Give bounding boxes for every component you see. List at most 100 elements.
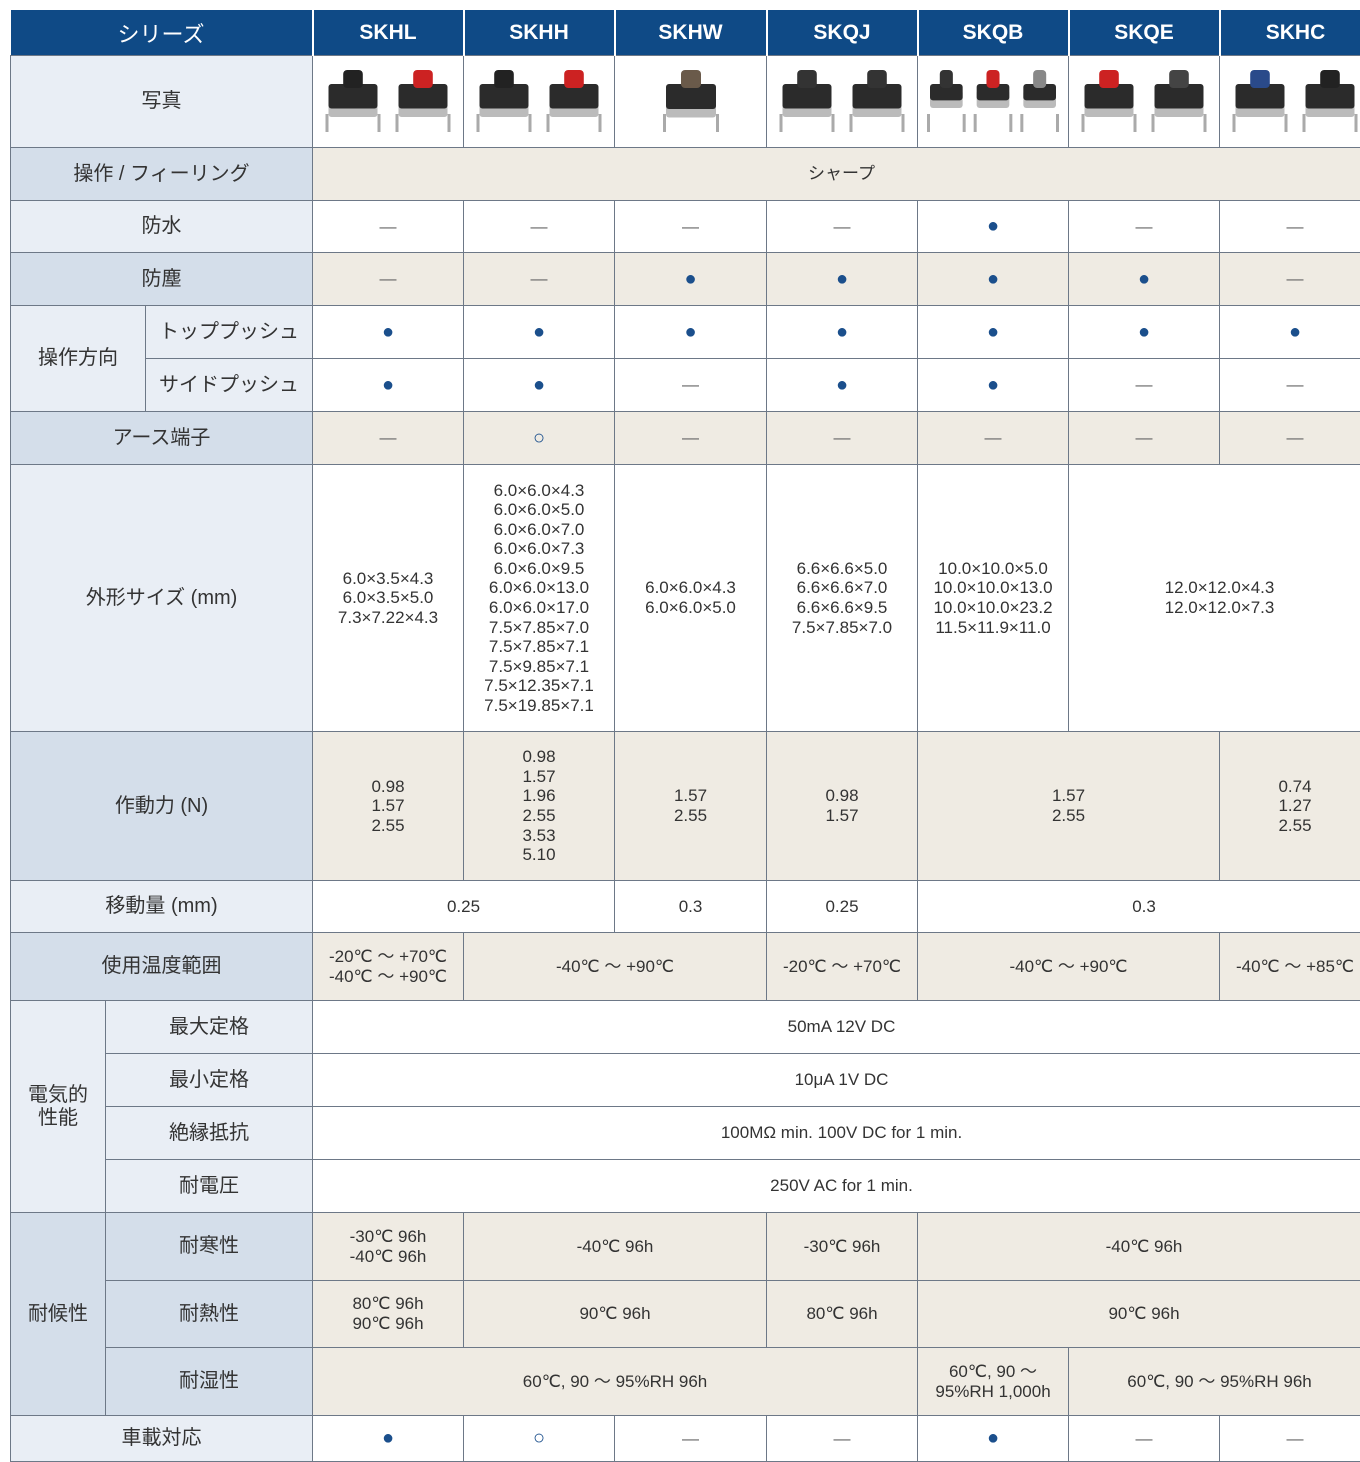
value-cell: — (1069, 359, 1220, 412)
value-cell: 90℃ 96h (464, 1281, 767, 1348)
value-cell: -40℃ ～ +85℃ (1220, 933, 1360, 1001)
value-cell: 6.0×3.5×4.3 6.0×3.5×5.0 7.3×7.22×4.3 (313, 465, 464, 732)
value-cell: ● (918, 201, 1069, 253)
photo (318, 62, 458, 142)
table-row: 操作方向トッププッシュ●●●●●●● (11, 306, 1360, 359)
value-cell: 6.0×6.0×4.3 6.0×6.0×5.0 (615, 465, 767, 732)
row-label: 耐電圧 (106, 1160, 313, 1213)
table-row: 防塵——●●●●— (11, 253, 1360, 306)
value-cell: ● (615, 253, 767, 306)
row-label: 移動量 (mm) (11, 881, 313, 933)
photo-cell (918, 56, 1069, 148)
photo (621, 62, 761, 142)
row-label: 防塵 (11, 253, 313, 306)
photo (469, 62, 609, 142)
photo-cell (615, 56, 767, 148)
value-cell: ● (615, 306, 767, 359)
row-label: 外形サイズ (mm) (11, 465, 313, 732)
value-cell: -20℃ ～ +70℃ -40℃ ～ +90℃ (313, 933, 464, 1001)
value-cell: — (1069, 1416, 1220, 1462)
row-label: 使用温度範囲 (11, 933, 313, 1001)
value-cell: — (464, 201, 615, 253)
row-label: 写真 (11, 56, 313, 148)
value-cell: ● (313, 1416, 464, 1462)
table-row: 操作 / フィーリングシャープ (11, 148, 1360, 201)
value-cell: ● (464, 359, 615, 412)
photo (772, 62, 912, 142)
row-label: 最大定格 (106, 1001, 313, 1054)
value-cell: ● (1069, 306, 1220, 359)
table-row: 使用温度範囲-20℃ ～ +70℃ -40℃ ～ +90℃-40℃ ～ +90℃… (11, 933, 1360, 1001)
photo-cell (464, 56, 615, 148)
value-cell: — (1220, 1416, 1360, 1462)
value-cell: 50mA 12V DC (313, 1001, 1360, 1054)
value-cell: — (1220, 201, 1360, 253)
row-label: 操作 / フィーリング (11, 148, 313, 201)
row-label: 耐湿性 (106, 1348, 313, 1416)
value-cell: ● (767, 306, 918, 359)
value-cell: 6.6×6.6×5.0 6.6×6.6×7.0 6.6×6.6×9.5 7.5×… (767, 465, 918, 732)
series-name: SKHW (615, 10, 767, 56)
photo (923, 62, 1063, 142)
photo (1074, 62, 1214, 142)
value-cell: ○ (464, 1416, 615, 1462)
table-row: 外形サイズ (mm)6.0×3.5×4.3 6.0×3.5×5.0 7.3×7.… (11, 465, 1360, 732)
value-cell: — (615, 359, 767, 412)
value-cell: — (1220, 412, 1360, 465)
series-name: SKQJ (767, 10, 918, 56)
value-cell: — (313, 201, 464, 253)
value-cell: — (767, 201, 918, 253)
row-label: 車載対応 (11, 1416, 313, 1462)
value-cell: — (767, 412, 918, 465)
value-cell: 10μA 1V DC (313, 1054, 1360, 1107)
value-cell: ● (313, 359, 464, 412)
row-label: サイドプッシュ (146, 359, 313, 412)
value-cell: 0.25 (313, 881, 615, 933)
table-row: 防水————●—— (11, 201, 1360, 253)
value-cell: 1.57 2.55 (615, 732, 767, 881)
value-cell: — (313, 253, 464, 306)
value-cell: -30℃ 96h (767, 1213, 918, 1281)
value-cell: ● (1069, 253, 1220, 306)
series-name: SKHC (1220, 10, 1360, 56)
value-cell: — (464, 253, 615, 306)
value-cell: ● (1220, 306, 1360, 359)
value-cell: 1.57 2.55 (918, 732, 1220, 881)
row-label: 作動力 (N) (11, 732, 313, 881)
value-cell: 12.0×12.0×4.3 12.0×12.0×7.3 (1069, 465, 1360, 732)
row-label: トッププッシュ (146, 306, 313, 359)
value-cell: — (615, 201, 767, 253)
value-cell: ● (918, 359, 1069, 412)
row-label: 最小定格 (106, 1054, 313, 1107)
value-cell: 10.0×10.0×5.0 10.0×10.0×13.0 10.0×10.0×2… (918, 465, 1069, 732)
header-label: シリーズ (11, 10, 313, 56)
value-cell: -40℃ 96h (464, 1213, 767, 1281)
row-label: 耐寒性 (106, 1213, 313, 1281)
value-cell: ● (918, 1416, 1069, 1462)
series-name: SKQB (918, 10, 1069, 56)
value-cell: -40℃ ～ +90℃ (464, 933, 767, 1001)
value-cell: 0.98 1.57 1.96 2.55 3.53 5.10 (464, 732, 615, 881)
row-label: 防水 (11, 201, 313, 253)
value-cell: — (1220, 253, 1360, 306)
value-cell: 0.74 1.27 2.55 (1220, 732, 1360, 881)
value-cell: 0.25 (767, 881, 918, 933)
value-cell: 100MΩ min. 100V DC for 1 min. (313, 1107, 1360, 1160)
value-cell: ● (767, 359, 918, 412)
value-cell: ● (918, 253, 1069, 306)
value-cell: ● (313, 306, 464, 359)
table-row: 耐候性耐寒性-30℃ 96h -40℃ 96h-40℃ 96h-30℃ 96h-… (11, 1213, 1360, 1281)
series-name: SKHL (313, 10, 464, 56)
value-cell: 60℃, 90 ～ 95%RH 96h (313, 1348, 918, 1416)
value-cell: 0.98 1.57 (767, 732, 918, 881)
value-cell: ● (767, 253, 918, 306)
